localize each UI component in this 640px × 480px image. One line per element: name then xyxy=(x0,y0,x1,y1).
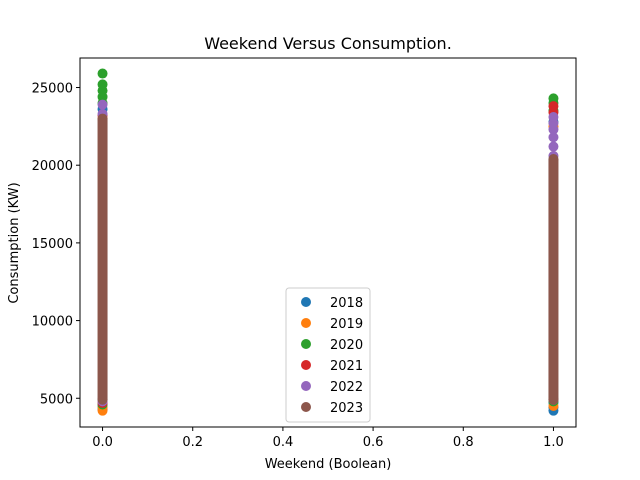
y-tick-label: 20000 xyxy=(32,159,73,174)
data-point xyxy=(548,141,559,152)
legend-label-2021: 2021 xyxy=(330,359,363,374)
y-tick-label: 5000 xyxy=(40,392,73,407)
data-point xyxy=(548,132,559,143)
data-point-cluster xyxy=(97,118,108,400)
data-point xyxy=(548,93,559,104)
data-point xyxy=(97,99,108,110)
x-axis-ticks: 0.0 0.2 0.4 0.6 0.8 1.0 xyxy=(92,427,564,450)
legend-label-2022: 2022 xyxy=(330,380,363,395)
legend-marker-2023 xyxy=(301,402,311,412)
legend-label-2018: 2018 xyxy=(330,296,363,311)
x-tick-label: 0.8 xyxy=(453,435,474,450)
data-point xyxy=(548,394,559,405)
data-point xyxy=(548,101,559,112)
y-axis-ticks: 5000 10000 15000 20000 25000 xyxy=(32,82,80,407)
data-point-cluster xyxy=(548,158,559,400)
x-tick-label: 0.2 xyxy=(182,435,203,450)
y-tick-label: 10000 xyxy=(32,315,73,330)
legend-label-2019: 2019 xyxy=(330,317,363,332)
legend-marker-2018 xyxy=(301,297,311,307)
chart-title: Weekend Versus Consumption. xyxy=(204,34,452,53)
legend-marker-2021 xyxy=(301,360,311,370)
x-axis-label: Weekend (Boolean) xyxy=(265,457,392,472)
data-point xyxy=(97,79,108,90)
data-point xyxy=(97,68,108,79)
legend-label-2020: 2020 xyxy=(330,338,363,353)
series-2023 xyxy=(97,113,559,405)
legend-label-2023: 2023 xyxy=(330,401,363,416)
y-axis-label: Consumption (KW) xyxy=(7,182,22,303)
y-tick-label: 15000 xyxy=(32,237,73,252)
plot-points xyxy=(97,68,559,416)
data-point xyxy=(548,112,559,123)
x-tick-label: 0.6 xyxy=(363,435,384,450)
x-tick-label: 0.0 xyxy=(92,435,113,450)
legend-marker-2019 xyxy=(301,318,311,328)
legend-marker-2022 xyxy=(301,381,311,391)
x-tick-label: 1.0 xyxy=(543,435,564,450)
x-tick-label: 0.4 xyxy=(273,435,294,450)
legend-marker-2020 xyxy=(301,339,311,349)
legend: 2018 2019 2020 2021 2022 2023 xyxy=(285,287,371,423)
y-tick-label: 25000 xyxy=(32,82,73,97)
data-point xyxy=(97,394,108,405)
